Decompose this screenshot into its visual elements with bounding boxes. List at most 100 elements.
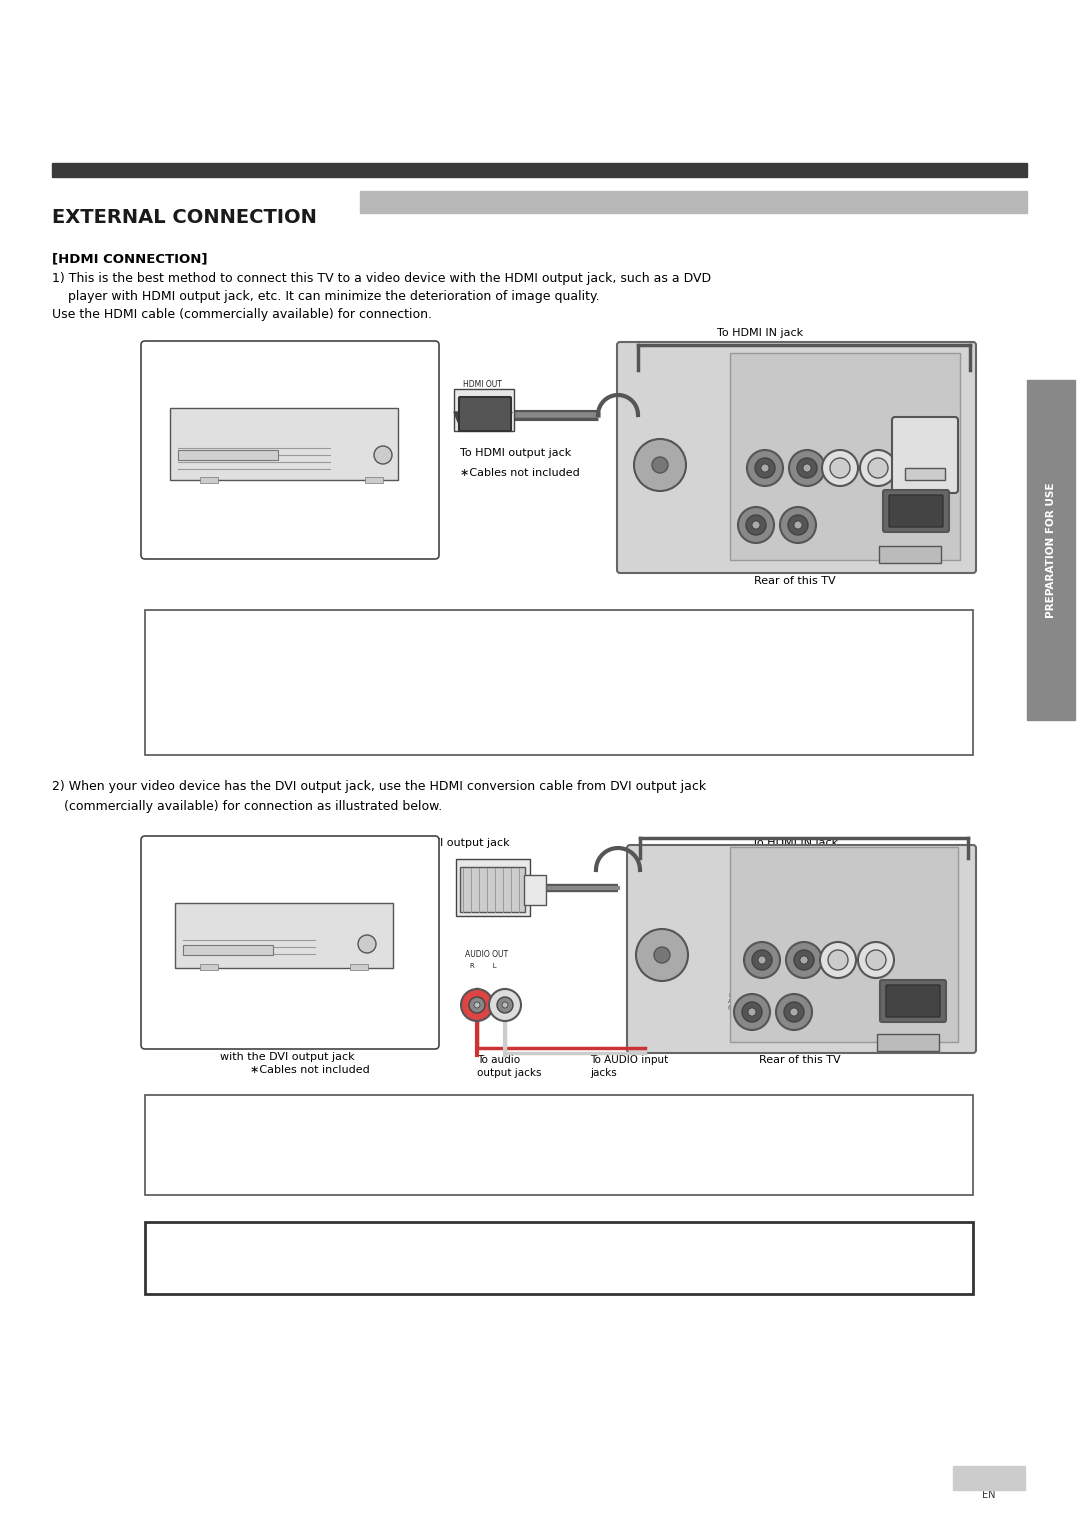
Text: •DVI does not show image if the 480i does not accept EIA/CEA-861/861B.: •DVI does not show image if the 480i doe… [165, 1169, 548, 1180]
Text: PREPARATION FOR USE: PREPARATION FOR USE [1047, 483, 1056, 617]
Circle shape [794, 521, 802, 529]
Circle shape [755, 458, 775, 478]
Text: 1) This is the best method to connect this TV to a video device with the HDMI ou: 1) This is the best method to connect th… [52, 272, 711, 286]
Circle shape [788, 515, 808, 535]
Bar [1027, 380, 1075, 720]
Text: 9: 9 [982, 1471, 997, 1491]
Circle shape [738, 507, 774, 542]
Circle shape [654, 947, 670, 963]
Text: no sound if you select “Bitstream”, etc.: no sound if you select “Bitstream”, etc. [165, 700, 376, 711]
Text: DIGITAL
AUDIO OUT
(COAXIAL): DIGITAL AUDIO OUT (COAXIAL) [728, 993, 764, 1010]
Circle shape [822, 451, 858, 486]
FancyBboxPatch shape [459, 397, 511, 431]
Bar [175, 903, 393, 969]
FancyBboxPatch shape [880, 979, 946, 1022]
FancyBboxPatch shape [141, 341, 438, 559]
Bar [200, 964, 218, 970]
Text: DVD Player with the HDMI output jack: DVD Player with the HDMI output jack [181, 549, 393, 558]
Circle shape [858, 941, 894, 978]
Text: To DVI output jack: To DVI output jack [409, 837, 510, 848]
Bar [145, 610, 973, 755]
Circle shape [868, 458, 888, 478]
Text: •This TV accepts only 2 channel audio signal (LPCM).: •This TV accepts only 2 channel audio si… [165, 660, 442, 669]
Circle shape [474, 1002, 480, 1008]
FancyBboxPatch shape [456, 859, 530, 915]
Text: ANT. IN: ANT. IN [649, 931, 675, 937]
Circle shape [804, 465, 811, 472]
Circle shape [786, 941, 822, 978]
Circle shape [742, 1002, 762, 1022]
Text: •This TV accepts 480i / 480p / 720p / 1080i video signals, and 32kHz / 44.1kHz /: •This TV accepts 480i / 480p / 720p / 10… [165, 640, 693, 649]
Circle shape [469, 996, 485, 1013]
Circle shape [820, 941, 856, 978]
Text: NOTES:: NOTES: [165, 1103, 217, 1115]
Text: Ex.: Ex. [165, 860, 189, 876]
Text: To HDMI output jack: To HDMI output jack [460, 448, 571, 458]
Text: DVI OUT: DVI OUT [465, 860, 497, 869]
Circle shape [794, 950, 814, 970]
Text: HDMI: HDMI [900, 1038, 917, 1044]
FancyBboxPatch shape [883, 490, 949, 532]
FancyBboxPatch shape [454, 390, 514, 431]
Circle shape [748, 1008, 756, 1016]
Text: EXTERNAL CONNECTION: EXTERNAL CONNECTION [52, 208, 316, 228]
Circle shape [758, 957, 766, 964]
Text: (commercially available) for connection as illustrated below.: (commercially available) for connection … [52, 801, 442, 813]
Circle shape [789, 1008, 798, 1016]
Text: •Audio signals are converted to an analog signal from the digital if you make a : •Audio signals are converted to an analo… [165, 1148, 675, 1157]
Circle shape [461, 989, 492, 1021]
Text: HDMI: HDMI [902, 552, 918, 556]
Circle shape [746, 515, 766, 535]
FancyBboxPatch shape [141, 836, 438, 1050]
Text: “HDMI, the HDMI logo and High-Definition Multimedia Interface are trademarks or : “HDMI, the HDMI logo and High-Definition… [162, 1232, 783, 1245]
Bar [52, 163, 1027, 177]
Text: Rear of this TV: Rear of this TV [759, 1054, 841, 1065]
Text: R        L: R L [470, 963, 497, 969]
Text: Rear of this TV: Rear of this TV [754, 576, 836, 587]
Text: [HDMI CONNECTION]: [HDMI CONNECTION] [52, 252, 207, 264]
Text: ∗Cables not included: ∗Cables not included [460, 468, 580, 478]
Text: Ex.: Ex. [165, 365, 189, 380]
Text: HDMI IN: HDMI IN [901, 999, 926, 1005]
Circle shape [828, 950, 848, 970]
Text: Use the HDMI cable (commercially available) for connection.: Use the HDMI cable (commercially availab… [52, 309, 432, 321]
Text: ANT. IN: ANT. IN [647, 440, 673, 446]
Circle shape [797, 458, 816, 478]
Text: ∗Cables not included: ∗Cables not included [251, 1065, 369, 1076]
Text: AUDIO OUT: AUDIO OUT [757, 940, 793, 944]
Text: DIGITAL
AUDIO OUT
(COAXIAL): DIGITAL AUDIO OUT (COAXIAL) [730, 506, 766, 524]
Circle shape [784, 1002, 804, 1022]
Bar [360, 191, 1027, 212]
Bar [145, 1096, 973, 1195]
Bar [200, 477, 218, 483]
Circle shape [357, 935, 376, 953]
Text: AUDIO: AUDIO [916, 449, 934, 454]
Text: •This TV only accepts signals corresponding EIA861.: •This TV only accepts signals correspond… [165, 720, 438, 730]
Circle shape [866, 950, 886, 970]
Bar [953, 1465, 1025, 1490]
Circle shape [789, 451, 825, 486]
Circle shape [502, 1002, 508, 1008]
Circle shape [734, 995, 770, 1030]
Circle shape [374, 446, 392, 465]
Circle shape [497, 996, 513, 1013]
Text: EN: EN [982, 1490, 996, 1500]
FancyBboxPatch shape [879, 545, 941, 562]
Bar [365, 477, 383, 483]
Circle shape [744, 941, 780, 978]
Bar [905, 468, 945, 480]
Bar [183, 944, 273, 955]
FancyBboxPatch shape [892, 417, 958, 494]
Circle shape [752, 521, 760, 529]
Text: To HDMI IN jack: To HDMI IN jack [752, 837, 838, 848]
Text: R: R [805, 443, 809, 448]
Circle shape [752, 950, 772, 970]
Text: trademarks of HDMI Licensing LLC.”: trademarks of HDMI Licensing LLC.” [162, 1250, 403, 1264]
Text: HDMI OUT: HDMI OUT [463, 380, 502, 390]
Text: L: L [764, 443, 767, 448]
Circle shape [800, 957, 808, 964]
Text: To audio
output jacks: To audio output jacks [477, 1054, 541, 1079]
Circle shape [652, 457, 669, 474]
Circle shape [761, 465, 769, 472]
Text: To HDMI IN jack: To HDMI IN jack [717, 329, 804, 338]
